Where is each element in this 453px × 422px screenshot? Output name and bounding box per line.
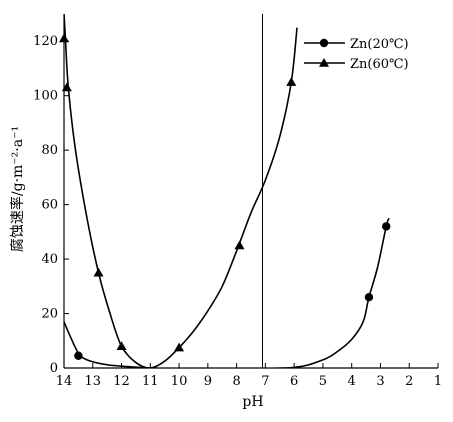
data-point-triangle (59, 33, 69, 43)
series-line-circle (64, 217, 390, 368)
y-axis-label: 腐蚀速率/g·m⁻²·a⁻¹ (9, 126, 26, 252)
data-point-circle (382, 222, 391, 231)
data-point-triangle (116, 341, 127, 350)
x-tick-label: 9 (204, 374, 212, 389)
y-tick-label: 80 (41, 143, 58, 158)
legend: Zn(20℃) Zn(60℃) (304, 37, 409, 72)
x-tick-label: 5 (319, 374, 327, 389)
x-tick-label: 11 (142, 374, 159, 389)
data-point-triangle (234, 240, 245, 250)
x-tick-label: 1 (434, 374, 442, 389)
data-point-circle (364, 293, 374, 302)
series-markers (59, 33, 391, 360)
data-point-triangle (174, 342, 185, 352)
x-tick-label: 4 (348, 374, 356, 389)
data-point-triangle (286, 77, 297, 86)
x-tick-label: 7 (261, 374, 269, 389)
data-point-triangle (93, 267, 104, 277)
y-tick-label: 120 (33, 34, 58, 49)
y-tick-label: 60 (41, 198, 58, 213)
legend-marker-circle (319, 38, 329, 48)
x-tick-label: 8 (232, 374, 240, 389)
y-tick-label: 40 (41, 252, 58, 267)
y-tick-label: 20 (41, 307, 58, 322)
data-point-circle (74, 351, 83, 360)
x-tick-label: 2 (405, 374, 413, 389)
legend-label: Zn(20℃) (350, 37, 409, 52)
data-point-triangle (61, 82, 72, 92)
y-tick-label: 0 (50, 361, 58, 376)
x-tick-label: 6 (290, 374, 298, 389)
legend-marker-triangle (319, 58, 329, 67)
y-tick-label: 100 (33, 89, 58, 104)
series-curves (64, 13, 390, 368)
x-tick-label: 13 (84, 374, 101, 389)
x-tick-label: 10 (171, 374, 188, 389)
x-tick-label: 12 (113, 374, 130, 389)
x-axis-label: pH (242, 394, 263, 410)
x-tick-label: 14 (56, 374, 73, 389)
x-tick-label: 3 (376, 374, 384, 389)
series-line-triangle (64, 13, 298, 368)
legend-label: Zn(60℃) (350, 57, 409, 72)
